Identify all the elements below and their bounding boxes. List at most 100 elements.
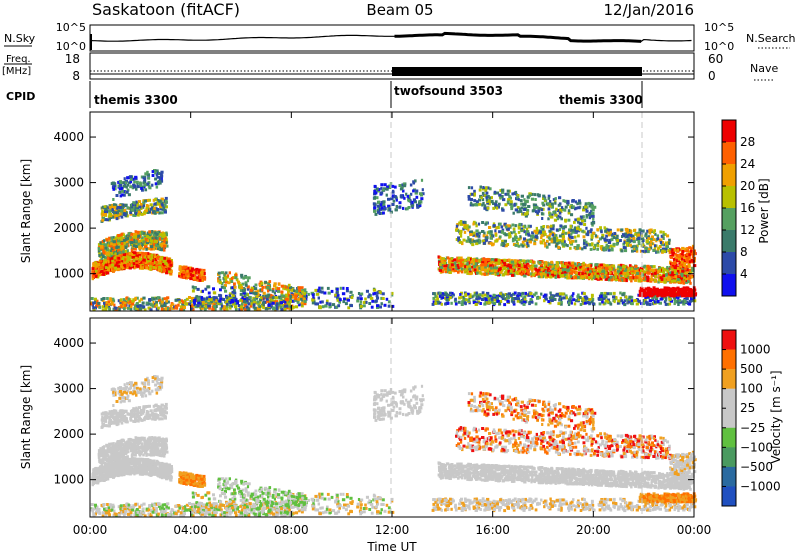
power-cell [118, 180, 122, 184]
power-cell [523, 265, 527, 268]
power-cell [506, 272, 510, 276]
power-cell [482, 234, 485, 238]
power-cell [378, 290, 382, 294]
power-cell [666, 266, 669, 269]
power-cell [260, 284, 263, 287]
power-cell [562, 229, 565, 233]
power-cell [299, 295, 303, 298]
power-cell [589, 247, 593, 251]
power-cell [100, 297, 103, 301]
power-cell [561, 239, 564, 243]
power-cell [159, 269, 163, 273]
power-cell [582, 266, 586, 270]
power-cell [446, 256, 450, 260]
power-cell [646, 229, 650, 233]
power-cell [131, 253, 135, 256]
power-cell [158, 265, 161, 269]
power-cell [163, 263, 166, 267]
power-cell [161, 211, 164, 215]
power-cell [280, 290, 284, 294]
cpid-segment-themis-2: themis 3300 [559, 93, 643, 107]
power-cell [300, 297, 303, 301]
power-cell [521, 240, 525, 244]
power-cell [407, 196, 411, 200]
power-cell [225, 307, 229, 311]
power-cell [293, 289, 296, 293]
power-cell [240, 286, 244, 290]
power-cell [111, 208, 114, 211]
power-cell [586, 230, 590, 234]
power-cell [636, 244, 639, 248]
power-cell [148, 230, 152, 234]
power-cell [198, 278, 202, 282]
power-cell [284, 307, 287, 311]
power-cell [147, 184, 151, 188]
power-cell [416, 203, 419, 207]
power-cell [113, 256, 117, 260]
power-cell [188, 296, 191, 299]
power-cell [282, 284, 286, 288]
power-cell [644, 249, 648, 253]
power-cell [301, 294, 304, 298]
power-cell [244, 308, 247, 312]
power-cell [558, 239, 562, 243]
power-cell [566, 265, 570, 269]
power-cell [619, 271, 623, 275]
power-cell [233, 285, 237, 289]
power-cell [278, 296, 282, 300]
power-cell [95, 304, 99, 308]
power-cell [131, 177, 135, 181]
power-cell [156, 208, 160, 211]
power-cell [557, 245, 561, 249]
power-cell [280, 307, 284, 311]
power-cell [630, 267, 634, 271]
power-cell [218, 281, 222, 285]
power-cell [558, 234, 563, 238]
power-cell [103, 258, 107, 261]
power-cell [304, 297, 308, 301]
power-cell [539, 270, 542, 274]
power-cell [132, 258, 136, 262]
power-cell [132, 235, 136, 239]
power-cell [136, 208, 140, 212]
power-cell [104, 210, 107, 213]
power-cell [608, 271, 612, 275]
power-cell [339, 286, 342, 290]
power-cell [594, 263, 598, 267]
power-cell [656, 234, 660, 238]
power-cell [634, 275, 637, 279]
power-cell [527, 264, 530, 268]
power-cell [380, 191, 384, 195]
power-cell [477, 222, 481, 226]
power-cell [121, 246, 125, 250]
power-cell [112, 243, 116, 247]
power-cell [511, 239, 515, 243]
power-cell [513, 265, 516, 269]
power-cell [110, 302, 114, 306]
power-cell [462, 267, 466, 271]
power-cell [472, 222, 475, 226]
power-cell [259, 284, 262, 287]
power-cell [450, 263, 454, 267]
power-cell [270, 302, 273, 306]
power-cell [321, 305, 325, 309]
power-cell [604, 266, 608, 270]
power-cell [665, 247, 668, 250]
power-cell [496, 262, 499, 266]
power-cell [617, 265, 621, 269]
power-cell [625, 278, 628, 282]
power-cell [497, 262, 501, 266]
power-cell [312, 296, 315, 300]
power-cell [133, 180, 136, 184]
power-cell [270, 298, 273, 302]
power-cell [443, 261, 446, 265]
power-cell [334, 293, 337, 297]
power-cell [382, 188, 385, 192]
power-cell [194, 299, 197, 303]
power-cell [254, 306, 257, 310]
power-cell [238, 308, 242, 312]
power-cell [198, 295, 202, 299]
power-cell [402, 182, 406, 186]
power-cell [320, 290, 324, 294]
power-cell [128, 262, 132, 266]
